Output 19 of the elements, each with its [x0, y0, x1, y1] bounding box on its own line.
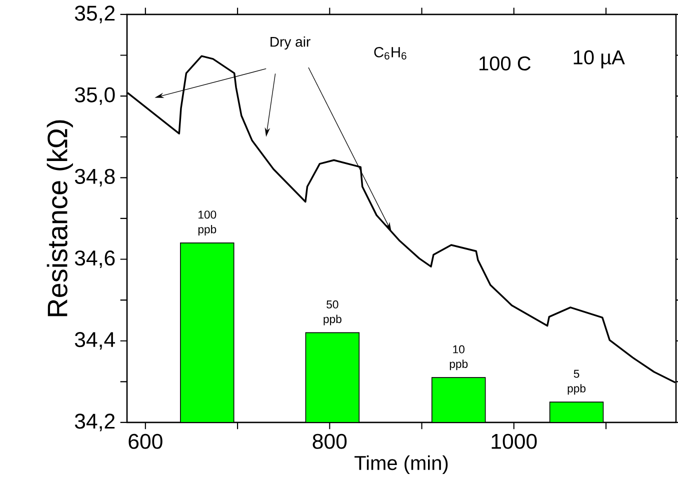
annotation: 100 ppb — [198, 210, 216, 236]
annotation: C$_{6}$H$_{6}$ — [374, 46, 406, 60]
y-tick-label: 35,2 — [74, 6, 115, 24]
y-tick-label: 35,0 — [74, 87, 115, 105]
y-tick-label: 34,4 — [74, 332, 115, 350]
y-axis-title: Resistance (kΩ) — [46, 120, 73, 316]
x-axis-title: Time (min) — [354, 455, 448, 474]
y-tick-label: 34,6 — [74, 250, 115, 268]
y-tick-label: 34,8 — [74, 168, 115, 186]
annotation: 5 ppb — [568, 370, 586, 395]
x-tick-label: 1000 — [492, 434, 537, 449]
x-tick-label: 600 — [128, 434, 162, 449]
x-tick-label: 800 — [312, 434, 347, 449]
annotation: 10 ppb — [450, 345, 468, 370]
y-tick-label: 34,2 — [74, 414, 115, 432]
annotation: Dry air — [270, 36, 310, 50]
annotation: 50 ppb — [324, 300, 342, 326]
annotation: 100 C — [480, 56, 531, 70]
annotation: 10 µA — [574, 50, 625, 68]
